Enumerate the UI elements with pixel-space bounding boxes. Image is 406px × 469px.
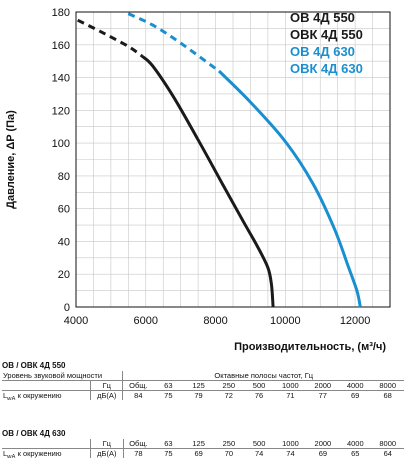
table-column-header: 500 [243, 380, 275, 391]
table-cell: 77 [318, 391, 327, 400]
table-column-header: 2000 [306, 380, 339, 391]
table-column-header: 500 [244, 439, 275, 449]
table-cell: 78 [122, 448, 154, 458]
legend-entry: ОВК 4Д 630 [290, 61, 363, 76]
pressure-flow-chart: 0 20 40 60 80 100 120 140 160 180 4000 6000 8000 100… [5, 7, 391, 353]
table-column-header: 63 [153, 380, 184, 391]
label-sub: wA [7, 454, 16, 459]
table-column-header: 8000 [371, 380, 404, 391]
x-tick-label: 8000 [203, 315, 227, 327]
x-tick-label: 10000 [270, 315, 301, 327]
table-cell: 69 [351, 391, 360, 400]
x-axis-label: Производительность, (м³/ч) [234, 341, 386, 353]
x-tick-label: 12000 [340, 315, 371, 327]
table-column-header: 250 [213, 380, 244, 391]
y-tick-label: 20 [58, 269, 70, 281]
table-cell: 69 [318, 449, 328, 458]
y-tick-label: 160 [52, 40, 70, 52]
table-row: LwA к окружению дБ(А) 78 75 69 70 74 74 69 65 64 [2, 448, 404, 459]
table-cell: 71 [286, 391, 295, 400]
x-axis-ticks: 4000 6000 8000 10000 12000 [64, 315, 371, 327]
series-line-2 [217, 69, 362, 308]
table-title: ОВ / ОВК 4Д 550 [2, 361, 66, 370]
sound-table-550: ОВ / ОВК 4Д 550 Уровень звуковой мощност… [2, 360, 404, 400]
chart-curves [77, 12, 362, 308]
table-title: ОВ / ОВК 4Д 630 [2, 429, 66, 438]
series-line-dashed-2 [127, 12, 220, 73]
table-column-header: 125 [183, 380, 214, 391]
legend-entry: ОВ 4Д 630 [290, 44, 355, 59]
chart-legend: ОВ 4Д 550 ОВК 4Д 550 ОВ 4Д 630 ОВК 4Д 630 [290, 10, 363, 76]
y-axis-ticks: 0 20 40 60 80 100 120 140 160 180 [52, 7, 70, 314]
y-tick-label: 100 [52, 138, 70, 150]
y-tick-label: 80 [58, 171, 70, 183]
table-column-header: 125 [183, 439, 214, 449]
table-column-header: 8000 [371, 439, 404, 449]
y-tick-label: 40 [58, 236, 70, 248]
table-column-header: Общ. [122, 380, 154, 391]
table-row: LwA к окружению дБ(А) 84 75 79 72 76 71 77 69 68 [2, 390, 404, 401]
series-line-1 [141, 55, 275, 308]
label-sub: wA [7, 396, 16, 401]
y-tick-label: 0 [64, 302, 70, 314]
table-column-header: 4000 [339, 439, 372, 449]
y-tick-label: 60 [58, 204, 70, 216]
y-tick-label: 120 [52, 105, 70, 117]
table-column-header: 2000 [306, 439, 340, 449]
table-cell: 75 [164, 391, 173, 400]
label-rest: к окружению [15, 449, 62, 458]
table-column-header: 1000 [274, 439, 307, 449]
table-cell: 76 [254, 391, 264, 400]
label-rest: к окружению [15, 391, 62, 400]
y-axis-label: Давление, ΔP (Па) [5, 110, 17, 209]
table-column-header: 250 [213, 439, 245, 449]
series-line-dashed-1 [77, 18, 144, 58]
table-column-header: Общ. [122, 439, 154, 449]
table-cell: 68 [383, 391, 392, 400]
plot-frame [75, 11, 391, 308]
table-cell: 70 [224, 449, 234, 458]
label-main: L [3, 449, 8, 458]
table-row-label: LwA к окружению [2, 391, 91, 401]
label-main: L [3, 391, 8, 400]
table-unit: дБ(А) [90, 390, 123, 400]
table-group-header: Октавные полосы частот, Гц [122, 371, 404, 381]
table-column-header: 1000 [274, 380, 307, 391]
table-header-row: Гц Общ. 63 125 250 500 1000 2000 4000 8000 [2, 439, 404, 449]
table-row-label: LwA к окружению [2, 449, 91, 459]
x-tick-label: 6000 [134, 315, 158, 327]
table-cell: 75 [164, 449, 173, 458]
legend-entry: ОВК 4Д 550 [290, 27, 363, 42]
table-row-label: Уровень звуковой мощности [2, 371, 123, 381]
sound-table-630: ОВ / ОВК 4Д 630 Гц Общ. 63 125 250 500 1000 200… [2, 428, 404, 458]
table-header-row: Гц Общ. 63 125 250 500 1000 2000 4000 8000 [2, 380, 404, 391]
x-tick-label: 4000 [64, 315, 88, 327]
table-cell: 79 [194, 391, 203, 400]
y-tick-label: 140 [52, 73, 70, 85]
table-cell: 84 [122, 390, 154, 400]
table-cell: 64 [383, 449, 392, 458]
table-unit-header: Гц [90, 439, 124, 449]
table-unit-header: Гц [90, 380, 123, 391]
table-column-header: 4000 [338, 380, 372, 391]
table-cell: 74 [254, 449, 264, 458]
table-cell: 69 [194, 449, 203, 458]
table-unit: дБ(А) [90, 448, 124, 458]
table-cell: 74 [286, 449, 295, 458]
legend-entry: ОВ 4Д 550 [290, 10, 355, 25]
table-column-header: 63 [153, 439, 184, 449]
table-cell: 65 [351, 449, 360, 458]
table-cell: 72 [224, 391, 233, 400]
y-tick-label: 180 [52, 7, 70, 19]
